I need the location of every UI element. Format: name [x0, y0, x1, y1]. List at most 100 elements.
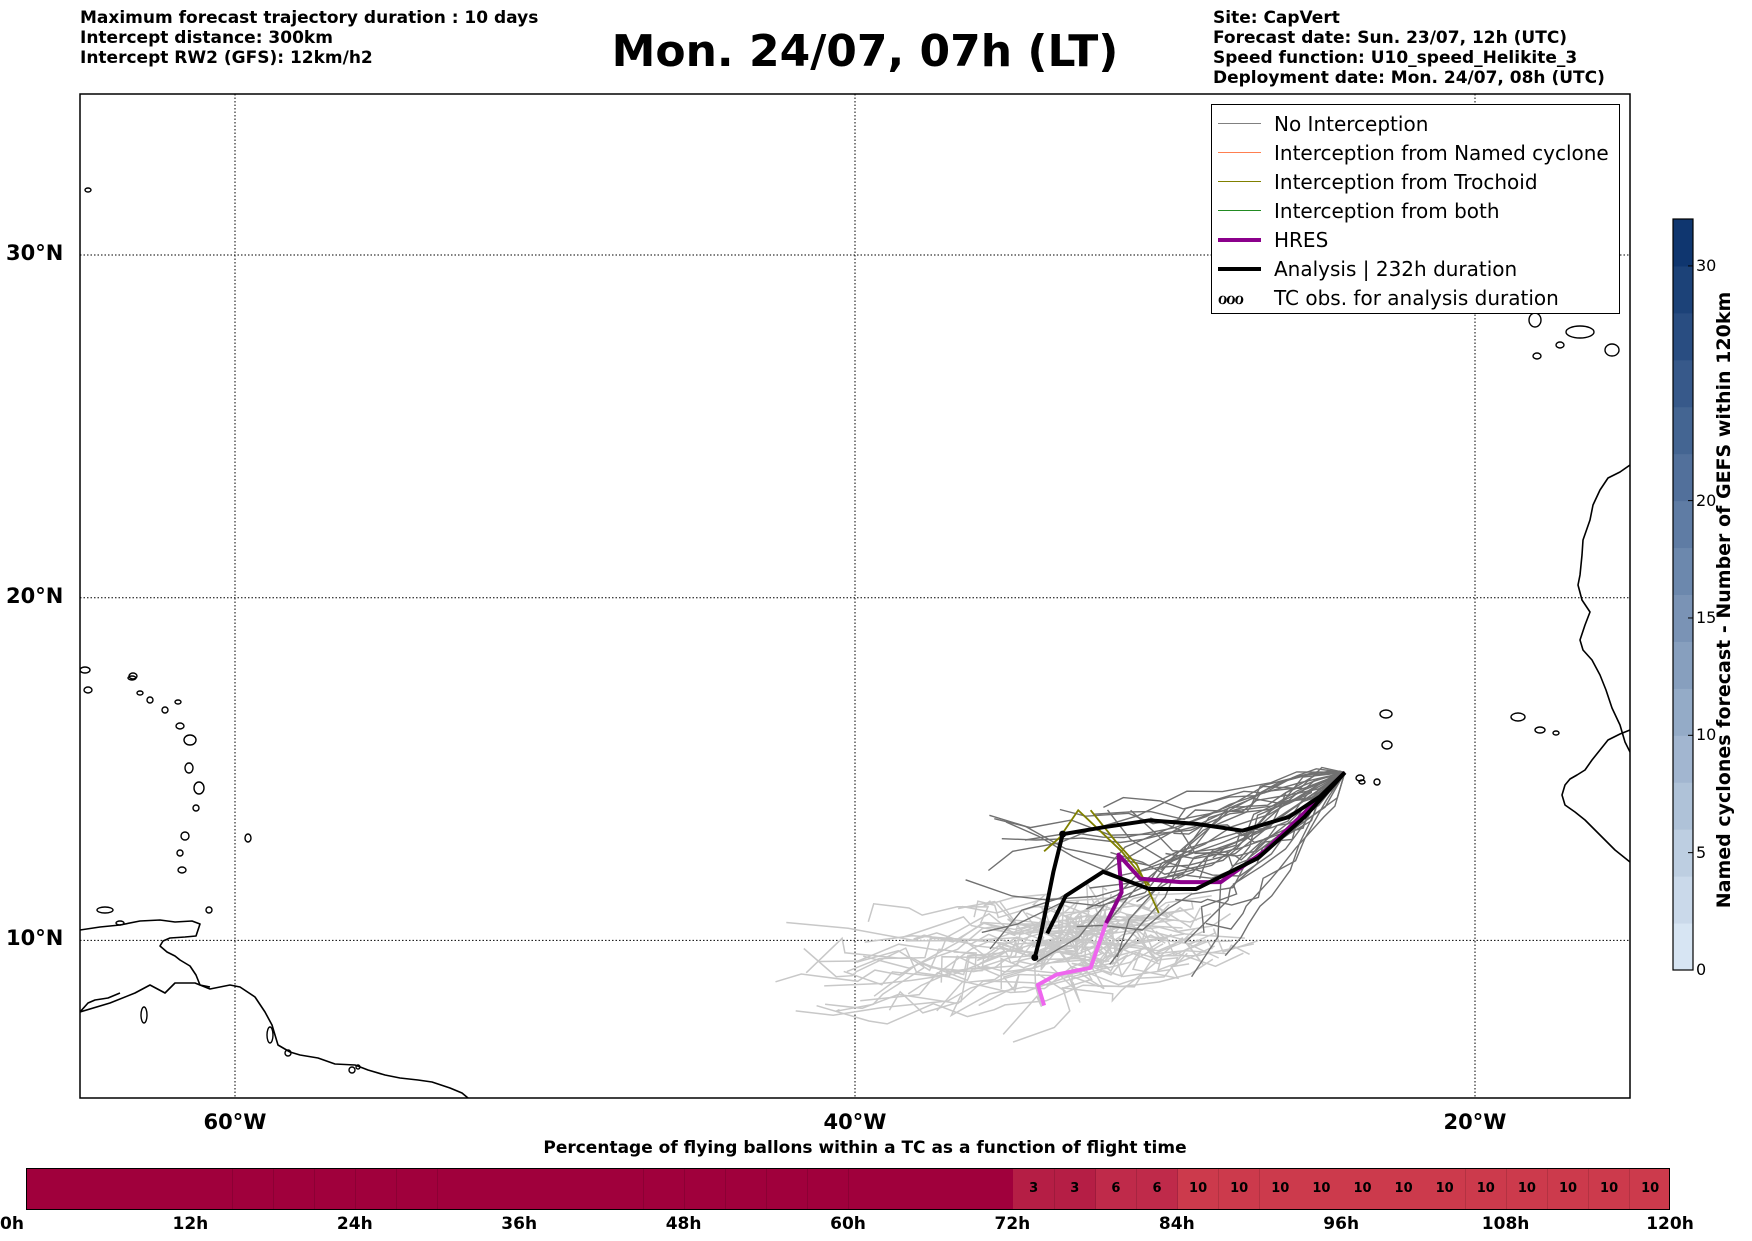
legend-label: Interception from both	[1274, 199, 1500, 223]
timeline-cell	[931, 1169, 973, 1209]
tc-symbol-icon: ℴℴℴ	[1218, 285, 1244, 309]
island-outline	[1379, 709, 1393, 719]
timeline-cell: 6	[1095, 1169, 1138, 1209]
colorbar-segment	[1673, 594, 1693, 642]
timeline-cell: 10	[1383, 1169, 1425, 1209]
legend-item: Interception from both	[1212, 197, 1619, 226]
coastlines	[80, 464, 1630, 1098]
timeline-cell	[438, 1169, 480, 1209]
colorbar-tick-label: 10	[1696, 725, 1717, 745]
island-outline	[1528, 312, 1542, 328]
island-outline	[127, 675, 137, 681]
trajectory-no-interception	[1175, 772, 1346, 906]
trajectory-no-interception	[1005, 771, 1346, 877]
forecast-date-text: Forecast date: Sun. 23/07, 12h (UTC)	[1213, 28, 1568, 48]
latitude-label: 20°N	[6, 583, 64, 608]
coastline-west-africa	[1577, 464, 1630, 753]
timeline-cell: 10	[1177, 1169, 1220, 1209]
island-outline	[174, 699, 182, 705]
trajectory-late-segment	[983, 891, 1161, 920]
colorbar-segment	[1673, 453, 1693, 502]
island-outline	[1604, 343, 1620, 357]
colorbar-segment	[1673, 359, 1693, 408]
trajectory-no-interception	[1205, 772, 1346, 930]
legend-line-swatch	[1218, 152, 1261, 154]
highlighted-trajectories	[1031, 771, 1347, 1007]
timeline-tick-label: 84h	[1158, 1214, 1195, 1234]
legend-item: No Interception	[1212, 110, 1619, 139]
timeline-tick-label: 36h	[501, 1214, 538, 1234]
colorbar	[1672, 218, 1694, 971]
colorbar-segment	[1673, 500, 1693, 549]
forecast-details: Site: CapVert Forecast date: Sun. 23/07,…	[1213, 8, 1605, 88]
run-parameters: Maximum forecast trajectory duration : 1…	[80, 8, 538, 68]
colorbar-tick-label: 0	[1696, 960, 1707, 979]
timeline-cell: 10	[1260, 1169, 1302, 1209]
intercept-rw2-text: Intercept RW2 (GFS): 12km/h2	[80, 48, 373, 68]
analysis-trajectory	[1045, 771, 1347, 935]
legend-line-swatch	[1218, 238, 1261, 242]
trajectory-late-segment	[843, 892, 1193, 986]
timeline-cell	[890, 1169, 932, 1209]
trajectory-no-interception	[1093, 771, 1346, 821]
island-outline	[266, 1026, 274, 1044]
timeline-cell	[807, 1169, 850, 1209]
colorbar-segment	[1673, 265, 1693, 314]
island-outline	[140, 1006, 148, 1024]
colorbar-segment	[1673, 312, 1693, 361]
trajectory-no-interception	[987, 771, 1345, 872]
legend-label: HRES	[1274, 228, 1329, 252]
legend-item: Interception from Trochoid	[1212, 168, 1619, 197]
trajectory-late-segment	[1037, 927, 1196, 993]
island-outline	[1510, 712, 1526, 722]
timeline-cell: 6	[1136, 1169, 1179, 1209]
island-outline	[176, 849, 184, 857]
legend-label: Analysis | 232h duration	[1274, 257, 1518, 281]
coastline-venezuela-north	[80, 919, 211, 988]
trajectory-late-segment	[825, 969, 1170, 1010]
latitude-label: 10°N	[6, 926, 64, 951]
island-outline	[284, 1049, 292, 1057]
island-outline	[193, 781, 205, 795]
timeline-cell: 10	[1424, 1169, 1466, 1209]
timeline-cell	[849, 1169, 891, 1209]
island-outline	[83, 686, 93, 694]
island-outline	[175, 722, 185, 730]
timeline-cell	[150, 1169, 192, 1209]
colorbar-tick-label: 15	[1696, 607, 1717, 627]
trajectory-late-segment	[936, 958, 1214, 1012]
timeline-tick-label: 12h	[172, 1214, 209, 1234]
island-outline	[1565, 325, 1595, 339]
colorbar-segment	[1673, 923, 1693, 971]
timeline-tick-label: 120h	[1646, 1214, 1694, 1234]
island-outline	[1552, 730, 1560, 736]
island-outline	[244, 833, 252, 843]
island-outline	[348, 1066, 356, 1074]
legend-label: Interception from Trochoid	[1274, 170, 1538, 194]
trajectory-late-segment	[795, 943, 1164, 1017]
island-outline	[184, 762, 194, 774]
timeline-cell	[972, 1169, 1014, 1209]
map-frame	[79, 93, 1631, 1099]
trajectory-late-segment	[1012, 945, 1215, 1043]
hres-trajectory-late	[1035, 922, 1108, 1007]
trajectory-no-interception	[981, 771, 1346, 934]
trajectory-late-segment	[913, 920, 1233, 943]
colorbar-segment	[1673, 688, 1693, 736]
longitude-label: 20°W	[1443, 1110, 1507, 1134]
coastline-south-america	[80, 982, 469, 1098]
colorbar-segment	[1673, 782, 1693, 830]
longitude-label: 60°W	[203, 1110, 267, 1134]
timeline-cell	[602, 1169, 644, 1209]
trajectory-late-segment	[907, 916, 1130, 995]
map-legend: No Interception Interception from Named c…	[1211, 104, 1620, 314]
page-title: Mon. 24/07, 07h (LT)	[611, 26, 1119, 77]
timeline-cell: 10	[1218, 1169, 1261, 1209]
timeline-cell: 3	[1013, 1169, 1055, 1209]
colorbar-title: Named cyclones forecast - Number of GEFS…	[1713, 291, 1735, 909]
colorbar-segment	[1673, 735, 1693, 783]
timeline-tick-label: 96h	[1323, 1214, 1360, 1234]
colorbar-tick-label: 5	[1696, 842, 1707, 862]
trajectory-no-interception	[1059, 771, 1345, 825]
